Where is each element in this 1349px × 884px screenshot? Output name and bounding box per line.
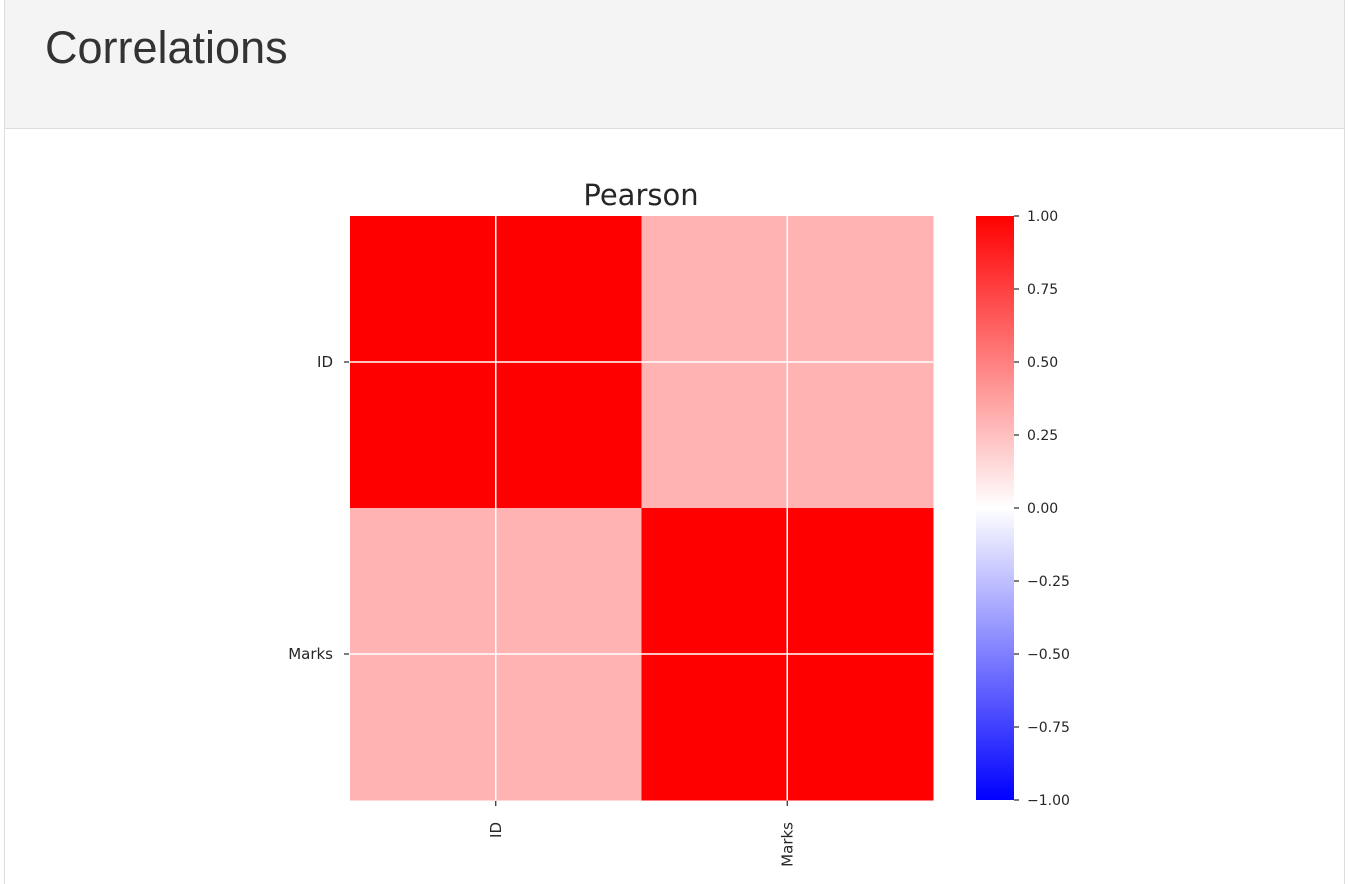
colorbar-tick-label: 0.00 [1027, 501, 1058, 517]
colorbar-ticks: 1.00 0.75 0.50 0.25 0.00 −0.25 −0.50 −0.75 −1.00 [1014, 209, 1070, 809]
heatmap-cells [350, 216, 934, 801]
row-label-marks: Marks [288, 645, 333, 663]
colorbar-tick-label: 0.50 [1027, 355, 1058, 371]
colorbar-tick-label: 0.75 [1027, 282, 1058, 298]
pearson-heatmap-chart: Pearson ID Marks ID Marks 1.00 0.75 0.50 0.25… [288, 178, 1070, 867]
column-label-marks: Marks [778, 822, 796, 867]
column-labels: ID Marks [487, 801, 796, 867]
colorbar-tick-label: −0.75 [1027, 720, 1070, 736]
row-label-id: ID [317, 353, 333, 371]
chart-title: Pearson [583, 178, 698, 212]
colorbar-tick-label: −1.00 [1027, 793, 1070, 809]
colorbar-tick-label: −0.25 [1027, 574, 1070, 590]
colorbar-tick-label: 1.00 [1027, 209, 1058, 225]
panel-body: Pearson ID Marks ID Marks 1.00 0.75 0.50 0.25… [5, 129, 1344, 884]
row-labels: ID Marks [288, 353, 349, 663]
panel-heading: Correlations [5, 0, 1344, 129]
correlations-panel: Correlations Pearson ID Marks ID Marks 1.0… [4, 0, 1345, 884]
heatmap-gridlines [350, 216, 933, 800]
colorbar-tick-label: 0.25 [1027, 428, 1058, 444]
colorbar-tick-label: −0.50 [1027, 647, 1070, 663]
page-title: Correlations [45, 22, 288, 73]
colorbar [976, 216, 1014, 800]
column-label-id: ID [487, 822, 505, 838]
